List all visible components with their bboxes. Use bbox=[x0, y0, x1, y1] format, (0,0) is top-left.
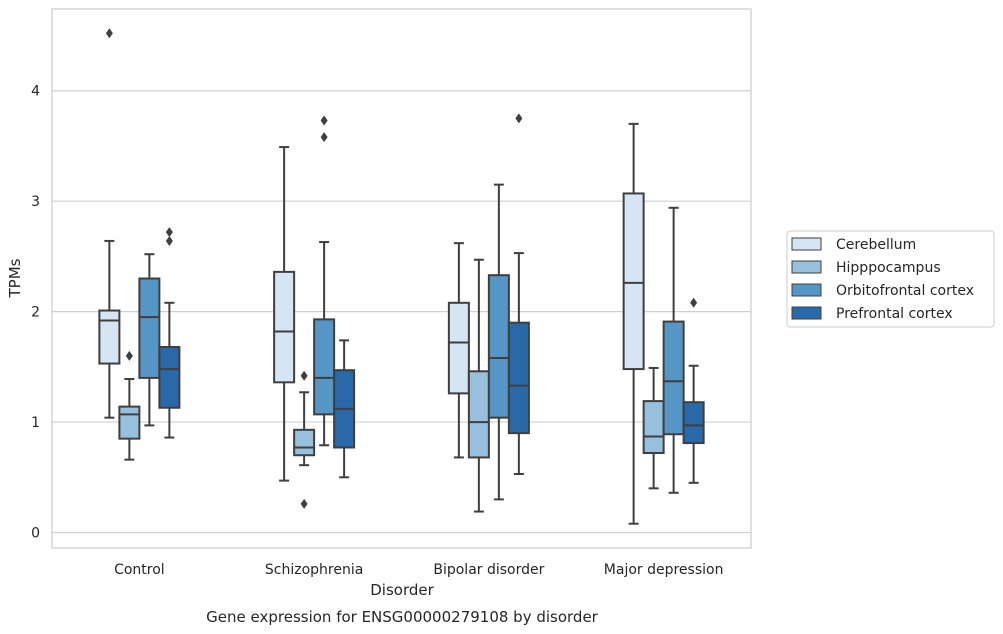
box-cerebellum-schizophrenia bbox=[273, 146, 296, 482]
box-iqr bbox=[507, 321, 530, 435]
box-orbitofrontal-cortex-bipolar-disorder bbox=[487, 183, 510, 501]
legend-label: Prefrontal cortex bbox=[836, 306, 953, 322]
legend-label: Hipppocampus bbox=[836, 260, 941, 276]
outlier-point bbox=[165, 227, 173, 238]
box-iqr bbox=[682, 401, 705, 445]
x-tick-labels: Control Schizophrenia Bipolar disorder Majo… bbox=[114, 562, 723, 578]
legend-label: Orbitofrontal cortex bbox=[836, 283, 974, 299]
outlier-point bbox=[105, 28, 113, 39]
box-hipppocampus-major-depression bbox=[642, 366, 665, 490]
y-tick-label: 2 bbox=[31, 305, 40, 321]
box-cerebellum-major-depression bbox=[622, 122, 645, 525]
legend-item-hipppocampus: Hipppocampus bbox=[791, 260, 941, 276]
y-tick-label: 1 bbox=[31, 415, 40, 431]
outlier-point bbox=[300, 498, 308, 509]
legend-item-cerebellum: Cerebellum bbox=[791, 237, 916, 253]
box-hipppocampus-control bbox=[118, 350, 141, 461]
box-iqr bbox=[118, 405, 141, 440]
chart-caption: Gene expression for ENSG00000279108 by d… bbox=[206, 608, 599, 626]
legend-label: Cerebellum bbox=[836, 237, 916, 253]
box-iqr bbox=[98, 309, 121, 365]
box-iqr bbox=[467, 370, 490, 459]
x-tick-label: Schizophrenia bbox=[265, 562, 363, 578]
outlier-point bbox=[320, 132, 328, 143]
box-prefrontal-cortex-bipolar-disorder bbox=[507, 113, 530, 475]
box-cerebellum-control bbox=[98, 28, 121, 419]
legend-swatch bbox=[791, 237, 822, 251]
box-prefrontal-cortex-control bbox=[158, 227, 181, 439]
box-iqr bbox=[487, 274, 510, 419]
legend: Cerebellum Hipppocampus Orbitofrontal cort… bbox=[786, 230, 995, 328]
box-orbitofrontal-cortex-schizophrenia bbox=[313, 115, 336, 447]
box-hipppocampus-bipolar-disorder bbox=[467, 258, 490, 513]
legend-swatch bbox=[791, 260, 822, 274]
box-layer bbox=[98, 28, 705, 525]
outlier-point bbox=[125, 350, 133, 361]
box-iqr bbox=[622, 192, 645, 371]
box-hipppocampus-schizophrenia bbox=[293, 370, 316, 509]
legend-swatch bbox=[791, 283, 822, 297]
plot-frame bbox=[51, 8, 752, 549]
box-iqr bbox=[138, 277, 161, 379]
box-iqr bbox=[447, 301, 470, 395]
box-cerebellum-bipolar-disorder bbox=[447, 242, 470, 459]
y-tick-label: 0 bbox=[31, 526, 40, 542]
box-iqr bbox=[662, 320, 685, 436]
y-tick-labels: 0 1 2 3 4 bbox=[31, 84, 40, 542]
y-tick-label: 3 bbox=[31, 194, 40, 210]
box-orbitofrontal-cortex-control bbox=[138, 253, 161, 427]
legend-item-prefrontal-cortex: Prefrontal cortex bbox=[791, 306, 953, 322]
legend-item-orbitofrontal-cortex: Orbitofrontal cortex bbox=[791, 283, 974, 299]
x-axis-label: Disorder bbox=[370, 581, 434, 599]
legend-items: Cerebellum Hipppocampus Orbitofrontal cort… bbox=[791, 237, 974, 322]
x-tick-label: Control bbox=[114, 562, 165, 578]
outlier-point bbox=[690, 297, 698, 308]
outlier-point bbox=[320, 115, 328, 126]
x-tick-label: Major depression bbox=[604, 562, 724, 578]
legend-swatch bbox=[791, 306, 822, 320]
box-iqr bbox=[313, 318, 336, 416]
outlier-point bbox=[515, 113, 523, 124]
y-axis-label: TPMs bbox=[6, 258, 24, 298]
box-iqr bbox=[273, 270, 296, 384]
x-tick-label: Bipolar disorder bbox=[433, 562, 544, 578]
box-iqr bbox=[642, 400, 665, 455]
box-iqr bbox=[293, 428, 316, 457]
box-prefrontal-cortex-schizophrenia bbox=[333, 339, 356, 479]
box-iqr bbox=[158, 345, 181, 409]
box-orbitofrontal-cortex-major-depression bbox=[662, 206, 685, 494]
y-tick-label: 4 bbox=[31, 84, 40, 100]
outlier-point bbox=[300, 370, 308, 381]
box-prefrontal-cortex-major-depression bbox=[682, 297, 705, 484]
legend-frame bbox=[786, 230, 995, 328]
outlier-point bbox=[165, 235, 173, 246]
